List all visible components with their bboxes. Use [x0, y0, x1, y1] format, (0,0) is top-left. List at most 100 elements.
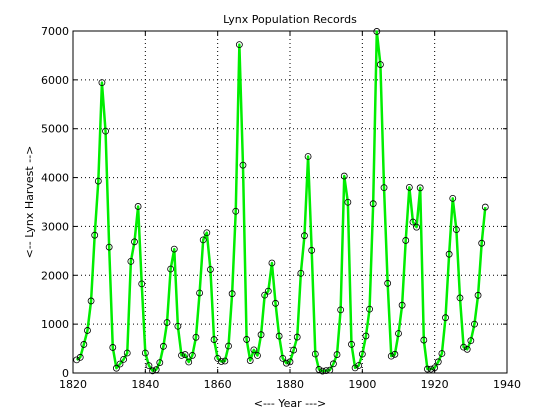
data-point [405, 183, 413, 191]
data-point [420, 336, 428, 344]
data-point [275, 332, 283, 340]
data-point [217, 358, 225, 365]
series-line [75, 30, 487, 373]
data-point [297, 269, 305, 277]
data-point [116, 360, 124, 368]
data-point [156, 359, 164, 366]
data-point [134, 203, 142, 210]
data-point [196, 289, 203, 297]
data-point [362, 332, 370, 340]
data-point [322, 367, 330, 375]
data-point [373, 28, 381, 35]
data-point [333, 351, 341, 358]
y-tick-label: 4000 [41, 172, 69, 185]
x-tick-label: 1940 [493, 378, 521, 391]
data-point [344, 198, 352, 206]
y-tick-label: 7000 [41, 25, 69, 38]
data-point [235, 41, 243, 49]
data-point [239, 161, 247, 169]
data-point [431, 364, 439, 372]
data-point [304, 153, 312, 160]
data-point [348, 340, 355, 348]
data-point [413, 223, 420, 231]
data-point [178, 351, 185, 359]
data-point [138, 280, 146, 288]
data-point [73, 356, 81, 364]
data-point [170, 245, 178, 253]
data-point [87, 297, 95, 305]
data-point [471, 320, 478, 328]
data-point [460, 343, 468, 351]
data-point [337, 306, 345, 314]
data-point [257, 331, 265, 339]
x-tick-label: 1860 [204, 378, 232, 391]
data-point [160, 342, 167, 350]
data-point [442, 314, 449, 322]
data-point [467, 337, 475, 345]
data-point [326, 366, 334, 374]
data-point [199, 236, 207, 244]
data-point [127, 257, 135, 265]
data-point [120, 355, 128, 363]
data-point [424, 365, 431, 373]
data-point [192, 333, 200, 341]
data-point [254, 352, 261, 359]
data-point [398, 301, 406, 309]
data-point [445, 250, 453, 258]
data-point [456, 294, 464, 302]
data-point [315, 366, 323, 373]
data-point [174, 322, 182, 330]
data-point [131, 238, 138, 246]
data-point [449, 194, 457, 202]
data-point [434, 358, 442, 366]
data-point [145, 362, 153, 370]
data-point [261, 291, 269, 299]
y-axis-title: <-- Lynx Harvest --> [23, 146, 36, 259]
data-point [308, 246, 316, 254]
data-point [221, 357, 229, 365]
data-point [377, 61, 384, 68]
data-point [463, 345, 471, 353]
data-point [94, 177, 102, 185]
data-point [149, 367, 156, 375]
x-tick-label: 1840 [131, 378, 159, 391]
data-point [369, 200, 377, 208]
data-point [286, 358, 294, 366]
data-point [474, 291, 482, 299]
data-point [181, 351, 189, 358]
x-tick-label: 1820 [59, 378, 87, 391]
x-tick-label: 1880 [276, 378, 304, 391]
data-point [188, 352, 196, 359]
data-point [232, 207, 240, 215]
data-point [409, 218, 417, 226]
data-point [358, 350, 366, 358]
data-point [228, 290, 236, 298]
data-point [416, 184, 424, 192]
data-point [391, 350, 399, 358]
chart-title: Lynx Population Records [223, 13, 357, 26]
data-point [395, 330, 402, 337]
data-point [185, 358, 193, 366]
x-tick-label: 1920 [421, 378, 449, 391]
data-point [167, 265, 175, 273]
data-point [98, 79, 106, 87]
data-point [84, 327, 91, 334]
data-point [210, 336, 218, 343]
y-tick-label: 6000 [41, 74, 69, 87]
data-point [387, 352, 395, 360]
data-point [272, 299, 279, 307]
data-point [355, 362, 363, 369]
data-point [427, 365, 435, 373]
data-point [402, 237, 410, 244]
series-layer [73, 28, 489, 375]
y-tick-label: 0 [62, 367, 69, 380]
y-tick-label: 1000 [41, 318, 69, 331]
data-point [340, 172, 348, 180]
data-point [246, 357, 254, 364]
data-point [102, 127, 109, 135]
data-point [207, 266, 214, 273]
data-point [481, 203, 489, 211]
data-point [250, 346, 258, 354]
data-point [380, 184, 388, 192]
